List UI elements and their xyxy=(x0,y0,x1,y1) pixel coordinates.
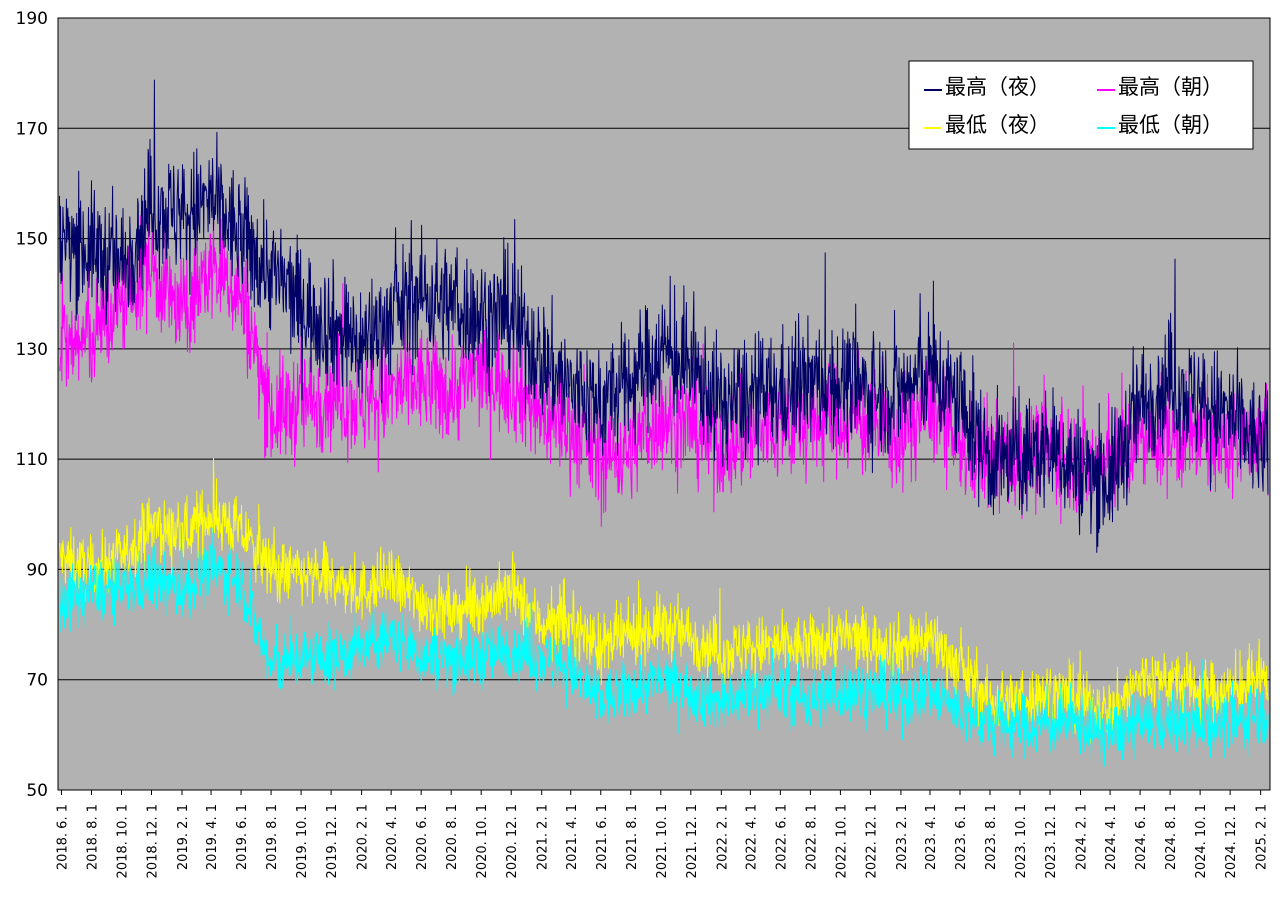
x-tick-label: 2018. 12. 1 xyxy=(145,804,160,878)
series-line-3 xyxy=(59,526,1269,767)
x-tick-label: 2020. 8. 1 xyxy=(445,804,460,870)
x-tick-label: 2021. 4. 1 xyxy=(565,804,580,870)
x-tick-label: 2021. 8. 1 xyxy=(625,804,640,870)
x-tick-label: 2019. 4. 1 xyxy=(205,804,220,870)
y-tick-label: 50 xyxy=(26,781,48,801)
x-tick-label: 2019. 12. 1 xyxy=(325,804,340,878)
x-tick-label: 2021. 6. 1 xyxy=(595,804,610,870)
x-tick-label: 2023. 4. 1 xyxy=(924,804,939,870)
x-tick-label: 2023. 6. 1 xyxy=(954,804,969,870)
x-tick-label: 2020. 2. 1 xyxy=(356,804,371,870)
series-line-0 xyxy=(59,79,1269,553)
legend-item-high-morning: 最高（朝） xyxy=(1097,75,1223,99)
x-tick-label: 2024. 10. 1 xyxy=(1194,804,1209,878)
x-tick-label: 2024. 12. 1 xyxy=(1224,804,1239,878)
series-line-2 xyxy=(59,457,1269,745)
y-tick-label: 70 xyxy=(26,671,48,691)
x-tick-label: 2024. 4. 1 xyxy=(1104,804,1119,870)
legend-item-high-night: 最高（夜） xyxy=(924,75,1050,99)
y-tick-label: 110 xyxy=(16,450,48,470)
x-tick-label: 2020. 10. 1 xyxy=(475,804,490,878)
x-tick-label: 2019. 6. 1 xyxy=(235,804,250,870)
x-tick-label: 2023. 2. 1 xyxy=(895,804,910,870)
y-tick-label: 190 xyxy=(16,9,48,29)
y-tick-label: 150 xyxy=(16,230,48,250)
legend-label-high-morning: 最高（朝） xyxy=(1118,75,1223,99)
x-tick-label: 2018. 6. 1 xyxy=(55,804,70,870)
x-tick-label: 2018. 8. 1 xyxy=(85,804,100,870)
y-tick-label: 130 xyxy=(16,340,48,360)
x-axis-ticks: 2018. 6. 1 2018. 8. 1 2018. 10. 1 2018. 12.… xyxy=(55,790,1270,878)
legend-box xyxy=(908,60,1254,150)
legend-item-low-morning: 最低（朝） xyxy=(1097,113,1223,137)
x-tick-label: 2021. 2. 1 xyxy=(536,804,551,870)
legend-label-high-night: 最高（夜） xyxy=(945,75,1050,99)
x-tick-label: 2022. 4. 1 xyxy=(744,804,759,870)
series-lines xyxy=(59,79,1269,767)
x-tick-label: 2023. 8. 1 xyxy=(984,804,999,870)
x-tick-label: 2022. 6. 1 xyxy=(774,804,789,870)
x-tick-label: 2022. 10. 1 xyxy=(834,804,849,878)
legend-item-low-night: 最低（夜） xyxy=(924,113,1050,137)
x-tick-label: 2025. 2. 1 xyxy=(1255,804,1270,870)
x-tick-label: 2021. 12. 1 xyxy=(685,804,700,878)
x-tick-label: 2019. 10. 1 xyxy=(295,804,310,878)
y-axis-ticks: 50 70 90 110 130 150 170 190 xyxy=(16,9,48,801)
y-tick-label: 170 xyxy=(16,119,48,139)
x-tick-label: 2020. 6. 1 xyxy=(415,804,430,870)
x-tick-label: 2022. 8. 1 xyxy=(804,804,819,870)
x-tick-label: 2018. 10. 1 xyxy=(115,804,130,878)
x-tick-label: 2023. 10. 1 xyxy=(1014,804,1029,878)
legend-label-low-night: 最低（夜） xyxy=(945,113,1050,137)
x-tick-label: 2019. 2. 1 xyxy=(176,804,191,870)
legend-label-low-morning: 最低（朝） xyxy=(1118,113,1223,137)
x-tick-label: 2022. 12. 1 xyxy=(864,804,879,878)
x-tick-label: 2020. 4. 1 xyxy=(385,804,400,870)
x-tick-label: 2020. 12. 1 xyxy=(505,804,520,878)
y-tick-label: 90 xyxy=(26,560,48,580)
x-tick-label: 2019. 8. 1 xyxy=(265,804,280,870)
legend: 最高（夜） 最高（朝） 最低（夜） 最低（朝） xyxy=(908,60,1254,150)
x-tick-label: 2021. 10. 1 xyxy=(655,804,670,878)
x-tick-label: 2024. 2. 1 xyxy=(1075,804,1090,870)
plot-border xyxy=(57,17,1271,791)
x-tick-label: 2023. 12. 1 xyxy=(1044,804,1059,878)
x-tick-label: 2024. 8. 1 xyxy=(1164,804,1179,870)
x-tick-label: 2022. 2. 1 xyxy=(715,804,730,870)
x-tick-label: 2024. 6. 1 xyxy=(1134,804,1149,870)
